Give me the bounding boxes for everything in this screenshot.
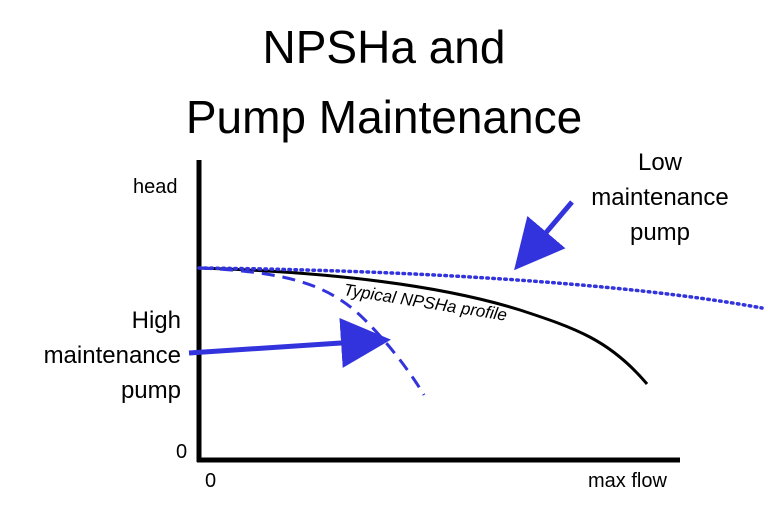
- low-maintenance-curve: [197, 266, 764, 310]
- y-axis-zero-label: 0: [176, 441, 187, 463]
- x-axis-zero-label: 0: [205, 470, 216, 492]
- high-maintenance-curve: [198, 266, 426, 396]
- y-axis-label: head: [133, 176, 178, 198]
- typical-npsha-curve: [198, 266, 649, 385]
- high-maintenance-label-line-1: High: [132, 307, 181, 334]
- x-axis-max-label: max flow: [588, 470, 667, 492]
- low-maintenance-label-line-3: pump: [630, 219, 690, 246]
- title-line-2: Pump Maintenance: [185, 91, 583, 143]
- low-maintenance-label-line-1: Low: [638, 149, 683, 176]
- high-maintenance-label-line-3: pump: [121, 377, 181, 404]
- high-maintenance-arrow: [188, 318, 391, 368]
- low-maintenance-arrow: [514, 200, 574, 271]
- high-maintenance-label-line-2: maintenance: [44, 342, 181, 369]
- title-line-1: NPSHa and: [262, 21, 506, 73]
- low-maintenance-label-line-2: maintenance: [591, 184, 728, 211]
